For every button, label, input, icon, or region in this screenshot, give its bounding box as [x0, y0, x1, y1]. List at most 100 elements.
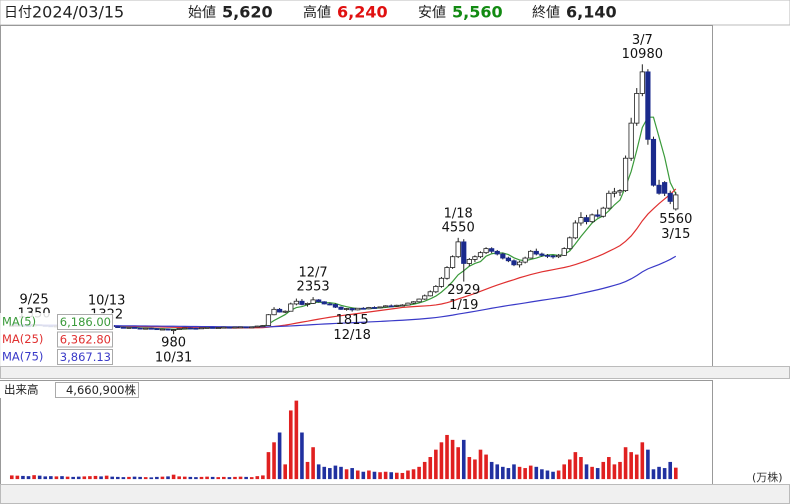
low-label: 安値 [418, 5, 446, 21]
volume-bar [350, 468, 354, 480]
candle-body [226, 326, 232, 329]
volume-bar [43, 476, 48, 480]
volume-bar [372, 471, 377, 480]
volume-date-strip [0, 484, 790, 504]
volume-bar [651, 469, 656, 480]
volume-bar [37, 475, 42, 480]
ma-legend-value-box [57, 349, 113, 365]
candle-body [159, 328, 166, 331]
candle-body [210, 327, 216, 329]
candle-body [277, 308, 283, 313]
volume-bar [244, 476, 248, 480]
candle-body [221, 326, 227, 329]
candle-body [254, 325, 260, 328]
volume-bar [205, 476, 209, 480]
volume-bar [227, 477, 232, 480]
volume-bar [640, 442, 645, 480]
volume-bar [612, 464, 617, 480]
candle-body [260, 325, 266, 327]
volume-bar [417, 466, 421, 480]
candle-body [449, 256, 456, 268]
candle-body [427, 291, 433, 297]
volume-bar [473, 459, 477, 480]
volume-bar [121, 477, 126, 480]
low-value: 5,560 [452, 3, 503, 22]
volume-bar [171, 474, 176, 480]
ma-legend-value: 3,867.13 [60, 350, 111, 364]
volume-unit: (万株) [752, 470, 783, 484]
candle-body [634, 93, 640, 124]
high-value: 6,240 [337, 3, 388, 22]
candle-body [215, 327, 221, 329]
candle-body [578, 217, 584, 224]
candle-body [617, 190, 623, 193]
volume-bar [266, 452, 271, 480]
annotation-value: 2929 [447, 283, 480, 298]
volume-bar [9, 475, 14, 480]
volume-legend-value: 4,660,900株 [66, 383, 137, 397]
volume-bar [132, 476, 137, 480]
candle-body [115, 326, 121, 329]
volume-bar [595, 468, 600, 480]
candle-body [304, 302, 311, 305]
candle-body [366, 307, 372, 310]
volume-bar [277, 432, 282, 480]
volume-bar [182, 476, 187, 480]
volume-bar [76, 476, 81, 480]
candle-body [126, 327, 132, 329]
candle-body [600, 207, 606, 217]
volume-bar [21, 475, 25, 480]
volume-bar [272, 442, 276, 480]
volume-bar [428, 457, 433, 480]
candle-body [511, 260, 517, 266]
volume-bar [434, 449, 438, 480]
volume-bar [629, 452, 633, 480]
volume-bar [88, 476, 92, 480]
volume-bar [249, 477, 254, 480]
volume-bar [361, 471, 366, 480]
candle-body [405, 302, 411, 306]
ma-legend-value-box [57, 331, 113, 348]
candle-body [148, 327, 154, 330]
volume-bar [99, 476, 103, 480]
candle-body [154, 328, 160, 331]
candle-body [561, 248, 567, 256]
volume-bar [149, 477, 154, 480]
annotation-date: 9/25 [19, 293, 48, 308]
annotation-date: 3/15 [661, 227, 690, 242]
volume-bar [82, 476, 87, 480]
candle-body [299, 300, 305, 305]
volume-bar [138, 476, 142, 480]
volume-bar [194, 477, 198, 480]
volume-bar [255, 476, 260, 480]
date-value: 2024/03/15 [32, 3, 124, 22]
candle-body [645, 71, 651, 140]
ma-legend-name: MA(25) [2, 332, 43, 346]
volume-bar [160, 476, 165, 480]
candle-body [472, 256, 478, 260]
volume-bar [540, 469, 544, 480]
date-label: 日付 [4, 5, 32, 21]
candle-body [461, 241, 467, 264]
annotation-date: 12/7 [298, 266, 327, 281]
volume-bar [49, 476, 53, 480]
volume-bar [607, 457, 611, 480]
candle-body [170, 329, 177, 331]
price-date-strip [0, 366, 790, 379]
candle-body [131, 327, 138, 329]
candle-body [232, 326, 238, 329]
candle-body [416, 298, 422, 303]
volume-bar [71, 476, 75, 480]
ma-legend-value: 6,362.80 [60, 333, 111, 347]
volume-bar [411, 469, 416, 480]
volume-bar [344, 469, 349, 480]
candle-body [265, 314, 272, 326]
ma-legend-name: MA(75) [2, 350, 43, 364]
candle-body [528, 250, 534, 259]
annotation-value: 10980 [622, 47, 663, 62]
volume-bar [562, 464, 566, 480]
candle-body [438, 277, 445, 287]
volume-bar [222, 476, 226, 480]
candle-body [293, 300, 299, 305]
volume-bar [322, 466, 327, 480]
